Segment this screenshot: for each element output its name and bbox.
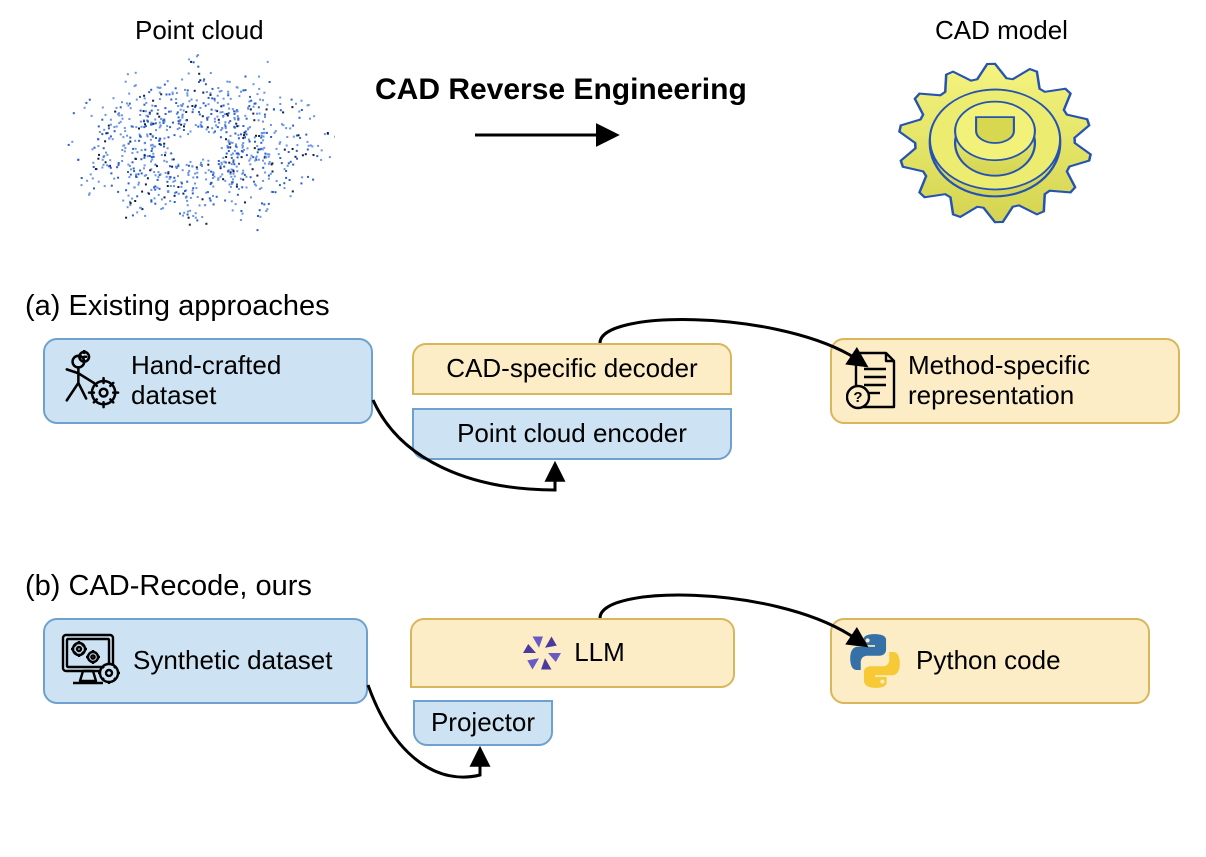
section-b-connectors [0, 0, 1206, 857]
